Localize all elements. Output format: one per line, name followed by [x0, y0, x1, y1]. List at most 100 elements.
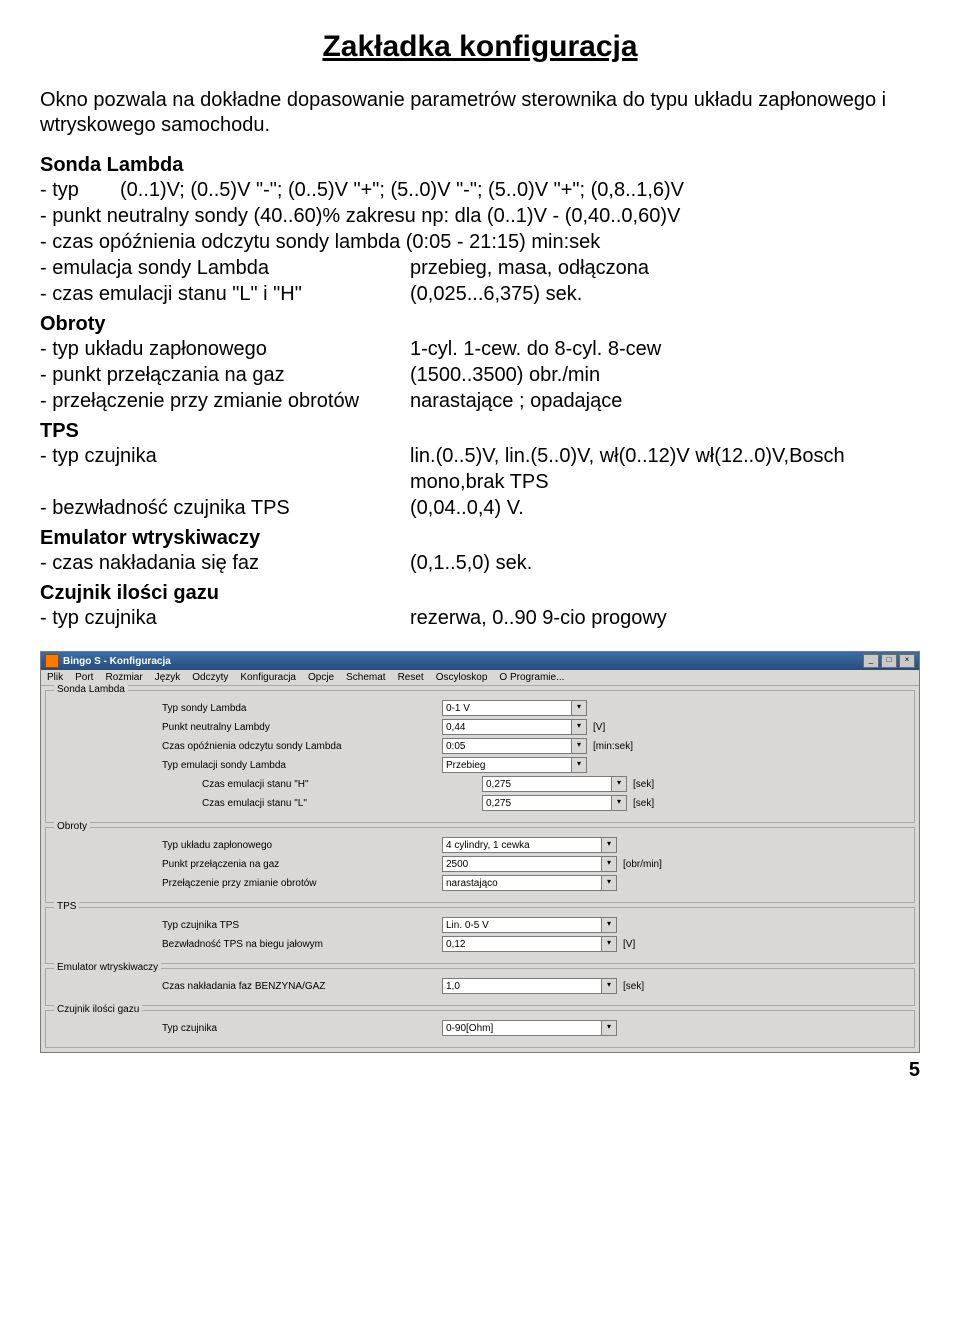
value: przebieg, masa, odłączona: [410, 255, 920, 281]
form-area: Sonda Lambda Typ sondy Lambda 0-1 V ▾ Pu…: [41, 690, 919, 1048]
unit-label: [obr/min]: [623, 859, 662, 870]
obroty-r2: - punkt przełączania na gaz (1500..3500)…: [40, 362, 920, 388]
section-obroty: Obroty: [40, 313, 920, 336]
label: - bezwładność czujnika TPS: [40, 495, 410, 521]
field-label: Typ układu zapłonowego: [52, 840, 442, 851]
value: 1-cyl. 1-cew. do 8-cyl. 8-cew: [410, 336, 920, 362]
dropdown-value[interactable]: 2500: [442, 856, 602, 872]
label: - czas emulacji stanu "L" i "H": [40, 281, 410, 307]
section-gaz: Czujnik ilości gazu: [40, 582, 920, 605]
page-number: 5: [40, 1059, 920, 1082]
chevron-down-icon[interactable]: ▾: [601, 917, 617, 933]
tps-r1: - typ czujnika lin.(0..5)V, lin.(5..0)V,…: [40, 443, 920, 495]
sonda-stan: - czas emulacji stanu "L" i "H" (0,025..…: [40, 281, 920, 307]
field-label: Typ czujnika: [52, 1023, 442, 1034]
menu-item[interactable]: Rozmiar: [105, 672, 142, 683]
unit-label: [min:sek]: [593, 741, 633, 752]
label: - emulacja sondy Lambda: [40, 255, 410, 281]
group-label: Czujnik ilości gazu: [54, 1004, 142, 1015]
menu-item[interactable]: Plik: [47, 672, 63, 683]
config-window: Bingo S - Konfiguracja _ □ × Plik Port R…: [40, 651, 920, 1053]
unit-label: [V]: [623, 939, 635, 950]
chevron-down-icon[interactable]: ▾: [601, 936, 617, 952]
value: (0,1..5,0) sek.: [410, 550, 920, 576]
dropdown-value[interactable]: 0-1 V: [442, 700, 572, 716]
chevron-down-icon[interactable]: ▾: [611, 795, 627, 811]
close-button[interactable]: ×: [899, 654, 915, 668]
group-sonda: Sonda Lambda Typ sondy Lambda 0-1 V ▾ Pu…: [45, 690, 915, 823]
menu-item[interactable]: Reset: [398, 672, 424, 683]
chevron-down-icon[interactable]: ▾: [571, 700, 587, 716]
dropdown-value[interactable]: 0-90[Ohm]: [442, 1020, 602, 1036]
menu-item[interactable]: Oscyloskop: [436, 672, 488, 683]
field-label: Punkt przełączenia na gaz: [52, 859, 442, 870]
dropdown-value[interactable]: Lin. 0-5 V: [442, 917, 602, 933]
value: narastające ; opadające: [410, 388, 920, 414]
label: - typ czujnika: [40, 443, 410, 495]
group-label: TPS: [54, 901, 79, 912]
dropdown-value[interactable]: 1,0: [442, 978, 602, 994]
dropdown-value[interactable]: 4 cylindry, 1 cewka: [442, 837, 602, 853]
field-label: Typ czujnika TPS: [52, 920, 442, 931]
dropdown-value[interactable]: 0:05: [442, 738, 572, 754]
chevron-down-icon[interactable]: ▾: [601, 837, 617, 853]
field-label: Czas nakładania faz BENZYNA/GAZ: [52, 981, 442, 992]
chevron-down-icon[interactable]: ▾: [571, 719, 587, 735]
section-emu: Emulator wtryskiwaczy: [40, 527, 920, 550]
field-label: Typ sondy Lambda: [52, 703, 442, 714]
label: - typ czujnika: [40, 605, 410, 631]
minimize-button[interactable]: _: [863, 654, 879, 668]
dropdown-value[interactable]: 0,44: [442, 719, 572, 735]
group-tps: TPS Typ czujnika TPS Lin. 0-5 V ▾ Bezwła…: [45, 907, 915, 964]
menu-item[interactable]: Odczyty: [192, 672, 228, 683]
label: - przełączenie przy zmianie obrotów: [40, 388, 410, 414]
text: - czas opóźnienia odczytu sondy lambda (…: [40, 229, 600, 255]
dropdown-value[interactable]: 0,12: [442, 936, 602, 952]
chevron-down-icon[interactable]: ▾: [571, 738, 587, 754]
menu-item[interactable]: Port: [75, 672, 93, 683]
value: (0,04..0,4) V.: [410, 495, 920, 521]
chevron-down-icon[interactable]: ▾: [601, 978, 617, 994]
menubar: Plik Port Rozmiar Język Odczyty Konfigur…: [41, 670, 919, 686]
field-label: Bezwładność TPS na biegu jałowym: [52, 939, 442, 950]
sonda-typ: - typ (0..1)V; (0..5)V "-"; (0..5)V "+";…: [40, 177, 920, 203]
value: (1500..3500) obr./min: [410, 362, 920, 388]
dropdown-value[interactable]: 0,275: [482, 795, 612, 811]
chevron-down-icon[interactable]: ▾: [601, 875, 617, 891]
chevron-down-icon[interactable]: ▾: [611, 776, 627, 792]
menu-item[interactable]: Język: [155, 672, 181, 683]
section-sonda: Sonda Lambda: [40, 154, 920, 177]
sonda-emul: - emulacja sondy Lambda przebieg, masa, …: [40, 255, 920, 281]
text: - punkt neutralny sondy (40..60)% zakres…: [40, 203, 680, 229]
chevron-down-icon[interactable]: ▾: [601, 856, 617, 872]
group-obroty: Obroty Typ układu zapłonowego 4 cylindry…: [45, 827, 915, 903]
menu-item[interactable]: Opcje: [308, 672, 334, 683]
dropdown-value[interactable]: 0,275: [482, 776, 612, 792]
menu-item[interactable]: Schemat: [346, 672, 385, 683]
chevron-down-icon[interactable]: ▾: [601, 1020, 617, 1036]
section-tps: TPS: [40, 420, 920, 443]
value: (0,025...6,375) sek.: [410, 281, 920, 307]
field-label: Typ emulacji sondy Lambda: [52, 760, 442, 771]
group-emulator: Emulator wtryskiwaczy Czas nakładania fa…: [45, 968, 915, 1006]
label: - typ układu zapłonowego: [40, 336, 410, 362]
page-title: Zakładka konfiguracja: [40, 30, 920, 64]
menu-item[interactable]: O Programie...: [499, 672, 564, 683]
tps-r2: - bezwładność czujnika TPS (0,04..0,4) V…: [40, 495, 920, 521]
field-label: Przełączenie przy zmianie obrotów: [52, 878, 442, 889]
field-label: Punkt neutralny Lambdy: [52, 722, 442, 733]
dropdown-value[interactable]: Przebieg: [442, 757, 572, 773]
value: rezerwa, 0..90 9-cio progowy: [410, 605, 920, 631]
maximize-button[interactable]: □: [881, 654, 897, 668]
menu-item[interactable]: Konfiguracja: [240, 672, 296, 683]
group-label: Emulator wtryskiwaczy: [54, 962, 161, 973]
sonda-neutral: - punkt neutralny sondy (40..60)% zakres…: [40, 203, 920, 229]
intro-text: Okno pozwala na dokładne dopasowanie par…: [40, 88, 920, 138]
sonda-opoz: - czas opóźnienia odczytu sondy lambda (…: [40, 229, 920, 255]
emu-r1: - czas nakładania się faz (0,1..5,0) sek…: [40, 550, 920, 576]
chevron-down-icon[interactable]: ▾: [571, 757, 587, 773]
unit-label: [sek]: [633, 779, 654, 790]
dropdown-value[interactable]: narastająco: [442, 875, 602, 891]
unit-label: [sek]: [633, 798, 654, 809]
app-icon: [45, 654, 59, 668]
